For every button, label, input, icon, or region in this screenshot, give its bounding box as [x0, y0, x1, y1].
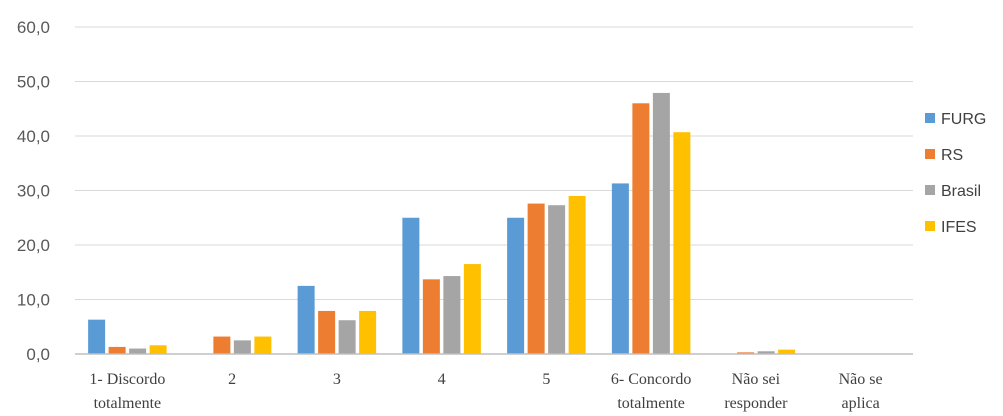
y-tick-label: 30,0 — [17, 182, 50, 201]
bar-brasil-4 — [443, 276, 461, 354]
x-axis-labels: 1- Discordo totalmente 2 3 4 5 6- Concordo tota… — [89, 371, 882, 412]
bar-rs-1 — [108, 346, 126, 354]
bar-brasil-2 — [233, 340, 251, 354]
x-tick-label: aplica — [842, 395, 880, 412]
y-tick-label: 50,0 — [17, 73, 50, 92]
x-tick-label: totalmente — [617, 395, 685, 412]
x-tick-label: 4 — [438, 371, 446, 388]
bar-ifes-2 — [254, 336, 272, 354]
bar-furg-4 — [402, 217, 420, 354]
bar-ifes-1 — [149, 345, 167, 354]
gridlines — [75, 26, 913, 300]
legend-label-furg: FURG — [941, 111, 986, 128]
bar-brasil-1 — [129, 348, 147, 354]
x-tick-label: Não se — [839, 371, 883, 388]
y-tick-label: 40,0 — [17, 127, 50, 146]
y-tick-label: 60,0 — [17, 18, 50, 37]
x-tick-label: Não sei — [732, 371, 781, 388]
bar-rs-3 — [318, 310, 336, 354]
bar-rs-2 — [213, 336, 231, 354]
bar-ifes-4 — [463, 264, 481, 354]
bar-rs-5 — [527, 203, 545, 354]
bar-rs-6 — [632, 103, 650, 354]
bar-brasil-6 — [652, 92, 670, 354]
bar-rs-7 — [737, 352, 755, 354]
legend-label-brasil: Brasil — [941, 183, 981, 200]
bar-ifes-3 — [359, 310, 377, 354]
x-tick-label: 5 — [542, 371, 550, 388]
x-tick-label: 6- Concordo — [611, 371, 691, 388]
x-tick-label: totalmente — [94, 395, 162, 412]
bar-furg-1 — [88, 319, 106, 354]
x-tick-label: 1- Discordo — [89, 371, 165, 388]
y-axis-ticks: 0,0 10,0 20,0 30,0 40,0 50,0 60,0 — [17, 18, 50, 364]
legend-label-ifes: IFES — [941, 219, 977, 236]
legend: FURG RS Brasil IFES — [925, 111, 986, 236]
bar-brasil-5 — [548, 205, 566, 354]
legend-swatch-brasil — [925, 185, 935, 195]
x-tick-label: 2 — [228, 371, 236, 388]
bar-brasil-7 — [757, 351, 775, 354]
bar-ifes-6 — [673, 132, 691, 354]
bar-furg-5 — [507, 217, 525, 354]
bar-furg-3 — [297, 285, 315, 354]
bar-ifes-5 — [568, 195, 586, 354]
bar-ifes-7 — [778, 349, 796, 354]
y-tick-label: 20,0 — [17, 236, 50, 255]
y-tick-label: 10,0 — [17, 291, 50, 310]
legend-swatch-rs — [925, 149, 935, 159]
legend-swatch-furg — [925, 113, 935, 123]
legend-swatch-ifes — [925, 221, 935, 231]
x-tick-label: responder — [724, 395, 788, 412]
legend-label-rs: RS — [941, 147, 963, 164]
bar-rs-4 — [422, 279, 440, 354]
x-tick-label: 3 — [333, 371, 341, 388]
bar-brasil-3 — [338, 320, 356, 354]
bars — [88, 92, 796, 354]
bar-furg-6 — [611, 183, 629, 354]
y-tick-label: 0,0 — [26, 345, 50, 364]
